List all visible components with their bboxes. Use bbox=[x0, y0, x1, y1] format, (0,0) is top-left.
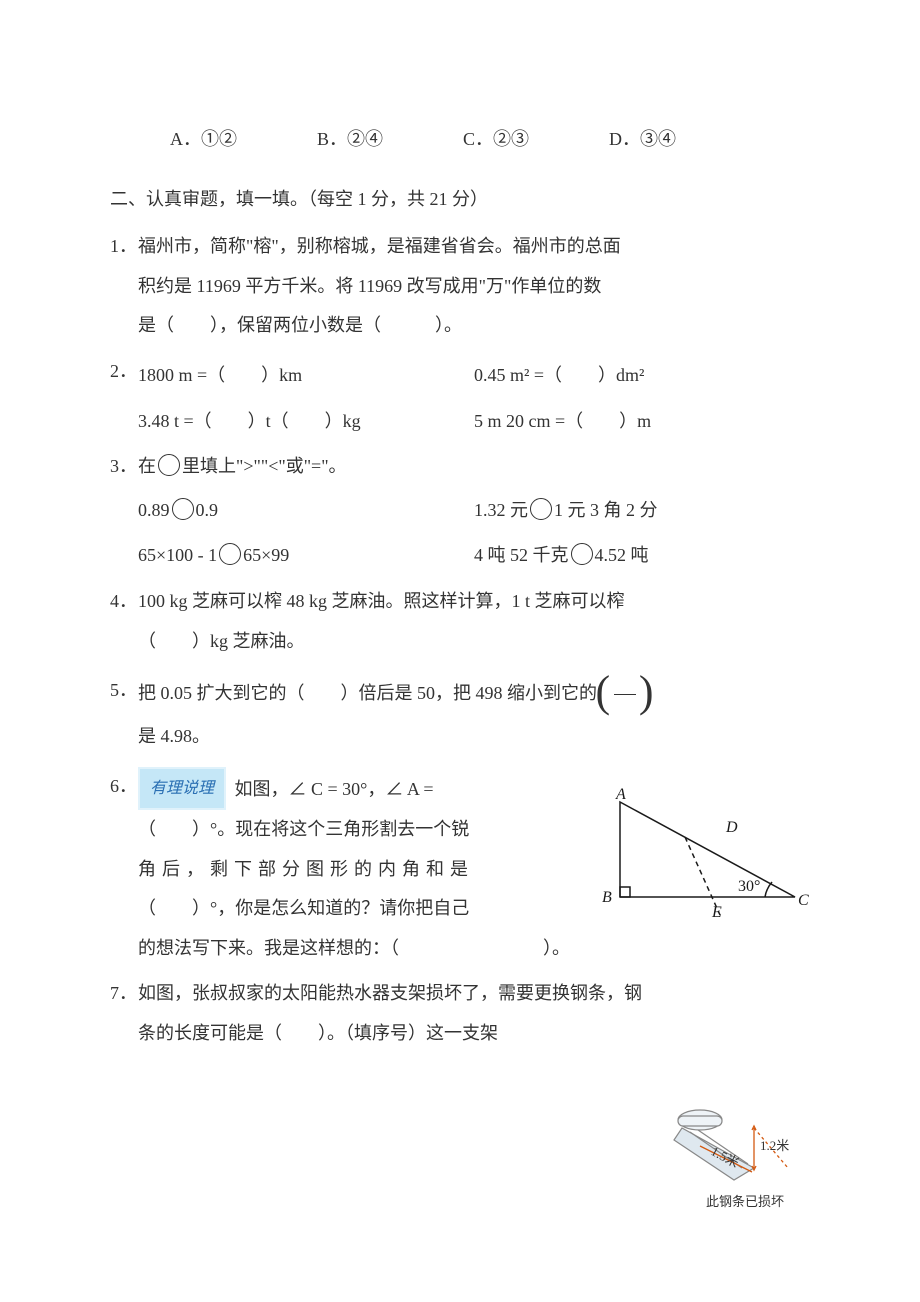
option-c: C．②③ bbox=[463, 120, 529, 160]
q3-c2: 1.32 元1 元 3 角 2 分 bbox=[474, 491, 810, 531]
q2-d: 5 m 20 cm =（ ）m bbox=[474, 402, 810, 442]
q2-number: 2． bbox=[110, 352, 138, 441]
q7-number: 7． bbox=[110, 974, 138, 1053]
option-b: B．②④ bbox=[317, 120, 383, 160]
heater-figure: 1.5米 1.2米 此钢条已损坏 bbox=[670, 1102, 830, 1212]
q2-b: 0.45 m² =（ ）dm² bbox=[474, 356, 810, 396]
q1-line2: 积约是 11969 平方千米。将 11969 改写成用"万"作单位的数 bbox=[138, 267, 810, 307]
q3-c3: 65×100 - 165×99 bbox=[138, 536, 474, 576]
q1-line1: 福州市，简称"榕"，别称榕城，是福建省省会。福州市的总面 bbox=[138, 227, 810, 267]
q4-body: 100 kg 芝麻可以榨 48 kg 芝麻油。照这样计算，1 t 芝麻可以榨 （… bbox=[138, 582, 810, 661]
question-7: 7． 如图，张叔叔家的太阳能热水器支架损坏了，需要更换钢条，钢 条的长度可能是（… bbox=[110, 974, 810, 1053]
q3-c1: 0.890.9 bbox=[138, 491, 474, 531]
question-2: 2． 1800 m =（ ）km 0.45 m² =（ ）dm² 3.48 t … bbox=[110, 352, 810, 441]
circle-blank-icon bbox=[530, 498, 552, 520]
q2-c: 3.48 t =（ ）t（ ）kg bbox=[138, 402, 474, 442]
label-E: E bbox=[711, 904, 722, 917]
q5-text1: 把 0.05 扩大到它的（ ）倍后是 50，把 498 缩小到它的 bbox=[138, 683, 597, 703]
circle-blank-icon bbox=[172, 498, 194, 520]
q3-lead: 在里填上">""<"或"="。 bbox=[138, 456, 347, 476]
q5-number: 5． bbox=[110, 671, 138, 757]
q3-c4: 4 吨 52 千克4.52 吨 bbox=[474, 536, 810, 576]
q7-line2: 条的长度可能是（ ）。（填序号）这一支架 bbox=[138, 1014, 810, 1054]
q4-line1: 100 kg 芝麻可以榨 48 kg 芝麻油。照这样计算，1 t 芝麻可以榨 bbox=[138, 582, 810, 622]
fraction-blank-icon: () bbox=[602, 671, 648, 717]
q1-number: 1． bbox=[110, 227, 138, 346]
question-5: 5． 把 0.05 扩大到它的（ ）倍后是 50，把 498 缩小到它的 () … bbox=[110, 671, 810, 757]
mc-option-row: A．①② B．②④ C．②③ D．③④ bbox=[170, 120, 810, 160]
label-C: C bbox=[798, 892, 809, 909]
q6-number: 6． bbox=[110, 767, 138, 969]
option-a: A．①② bbox=[170, 120, 237, 160]
q3-number: 3． bbox=[110, 447, 138, 576]
question-1: 1． 福州市，简称"榕"，别称榕城，是福建省省会。福州市的总面 积约是 1196… bbox=[110, 227, 810, 346]
q5-body: 把 0.05 扩大到它的（ ）倍后是 50，把 498 缩小到它的 () 是 4… bbox=[138, 671, 810, 757]
q7-line1: 如图，张叔叔家的太阳能热水器支架损坏了，需要更换钢条，钢 bbox=[138, 974, 810, 1014]
triangle-figure: A B C D E 30° bbox=[590, 787, 810, 917]
q1-body: 福州市，简称"榕"，别称榕城，是福建省省会。福州市的总面 积约是 11969 平… bbox=[138, 227, 810, 346]
option-d: D．③④ bbox=[609, 120, 676, 160]
q6-wide-line: 角后，剩下部分图形的内角和是 bbox=[138, 859, 474, 879]
q6-body: 有理说理 如图，∠ C = 30°，∠ A = （ ）°。现在将这个三角形割去一… bbox=[138, 767, 810, 969]
question-6: 6． 有理说理 如图，∠ C = 30°，∠ A = （ ）°。现在将这个三角形… bbox=[110, 767, 810, 969]
q3-body: 在里填上">""<"或"="。 0.890.9 1.32 元1 元 3 角 2 … bbox=[138, 447, 810, 576]
q6-last-line: 的想法写下来。我是这样想的：（ ）。 bbox=[138, 938, 570, 958]
label-A: A bbox=[615, 787, 626, 803]
q7-body: 如图，张叔叔家的太阳能热水器支架损坏了，需要更换钢条，钢 条的长度可能是（ ）。… bbox=[138, 974, 810, 1053]
angle-label: 30° bbox=[738, 878, 760, 895]
reasoning-badge: 有理说理 bbox=[138, 767, 226, 810]
circle-blank-icon bbox=[158, 454, 180, 476]
q2-a: 1800 m =（ ）km bbox=[138, 356, 474, 396]
q1-line3: 是（ ），保留两位小数是（ ）。 bbox=[138, 306, 810, 346]
q4-number: 4． bbox=[110, 582, 138, 661]
circle-blank-icon bbox=[219, 543, 241, 565]
section-2-heading: 二、认真审题，填一填。（每空 1 分，共 21 分） bbox=[110, 180, 810, 220]
q2-body: 1800 m =（ ）km 0.45 m² =（ ）dm² 3.48 t =（ … bbox=[138, 352, 810, 441]
label-D: D bbox=[725, 819, 738, 836]
heater-caption: 此钢条已损坏 bbox=[706, 1194, 784, 1209]
q4-line2: （ ）kg 芝麻油。 bbox=[138, 622, 810, 662]
label-B: B bbox=[602, 889, 612, 906]
q5-text2: 是 4.98。 bbox=[138, 726, 210, 746]
question-3: 3． 在里填上">""<"或"="。 0.890.9 1.32 元1 元 3 角… bbox=[110, 447, 810, 576]
len-2-label: 1.2米 bbox=[760, 1138, 789, 1153]
q6-text: 有理说理 如图，∠ C = 30°，∠ A = （ ）°。现在将这个三角形割去一… bbox=[138, 767, 576, 929]
circle-blank-icon bbox=[571, 543, 593, 565]
question-4: 4． 100 kg 芝麻可以榨 48 kg 芝麻油。照这样计算，1 t 芝麻可以… bbox=[110, 582, 810, 661]
